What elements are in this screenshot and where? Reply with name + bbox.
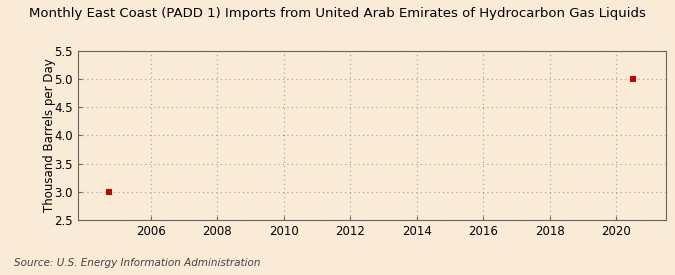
Y-axis label: Thousand Barrels per Day: Thousand Barrels per Day [43, 59, 57, 212]
Text: Source: U.S. Energy Information Administration: Source: U.S. Energy Information Administ… [14, 258, 260, 268]
Text: Monthly East Coast (PADD 1) Imports from United Arab Emirates of Hydrocarbon Gas: Monthly East Coast (PADD 1) Imports from… [29, 7, 646, 20]
